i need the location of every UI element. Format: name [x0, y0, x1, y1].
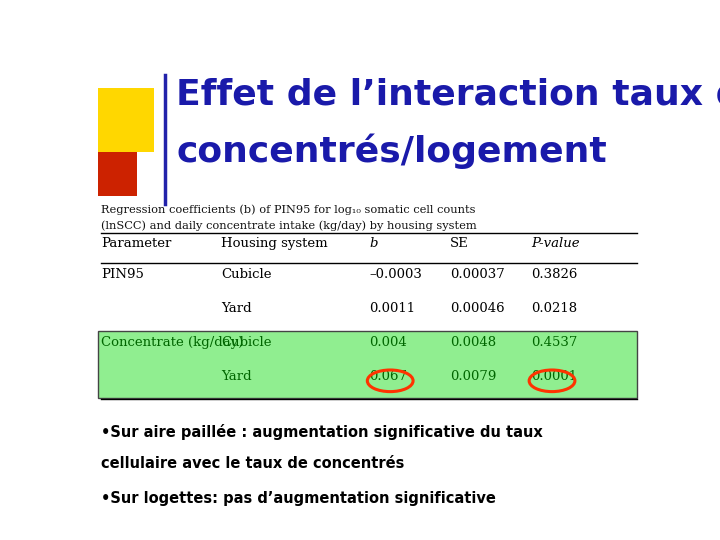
Text: 0.0001: 0.0001 [531, 370, 577, 383]
Text: 0.4537: 0.4537 [531, 336, 577, 349]
Bar [99, 148, 138, 196]
Text: Concentrate (kg/day): Concentrate (kg/day) [101, 336, 243, 349]
Text: –0.0003: –0.0003 [369, 268, 422, 281]
Text: •Sur aire paillée : augmentation significative du taux: •Sur aire paillée : augmentation signifi… [101, 424, 543, 440]
Text: 0.0079: 0.0079 [450, 370, 496, 383]
Text: P-value: P-value [531, 238, 580, 251]
Text: 0.00037: 0.00037 [450, 268, 505, 281]
Text: cellulaire avec le taux de concentrés: cellulaire avec le taux de concentrés [101, 456, 405, 470]
Text: 0.004: 0.004 [369, 336, 407, 349]
Text: SE: SE [450, 238, 469, 251]
Text: b: b [369, 238, 377, 251]
Text: Parameter: Parameter [101, 238, 171, 251]
FancyBboxPatch shape [99, 332, 637, 399]
Text: Regression coefficients (b) of PIN95 for log₁₀ somatic cell counts: Regression coefficients (b) of PIN95 for… [101, 204, 476, 215]
Text: 0.0011: 0.0011 [369, 302, 415, 315]
Text: 0.067: 0.067 [369, 370, 407, 383]
Text: Cubicle: Cubicle [221, 268, 271, 281]
Text: Effet de l’interaction taux de: Effet de l’interaction taux de [176, 77, 720, 111]
Text: concentrés/logement: concentrés/logement [176, 133, 607, 169]
Text: Housing system: Housing system [221, 238, 328, 251]
Text: Cubicle: Cubicle [221, 336, 271, 349]
Text: 0.00046: 0.00046 [450, 302, 505, 315]
Text: Yard: Yard [221, 370, 252, 383]
Text: (lnSCC) and daily concentrate intake (kg/day) by housing system: (lnSCC) and daily concentrate intake (kg… [101, 221, 477, 231]
Text: •Sur logettes: pas d’augmentation significative: •Sur logettes: pas d’augmentation signif… [101, 491, 496, 506]
Text: Yard: Yard [221, 302, 252, 315]
Text: 0.0218: 0.0218 [531, 302, 577, 315]
Text: PIN95: PIN95 [101, 268, 144, 281]
Text: 0.0048: 0.0048 [450, 336, 496, 349]
Text: 0.3826: 0.3826 [531, 268, 577, 281]
